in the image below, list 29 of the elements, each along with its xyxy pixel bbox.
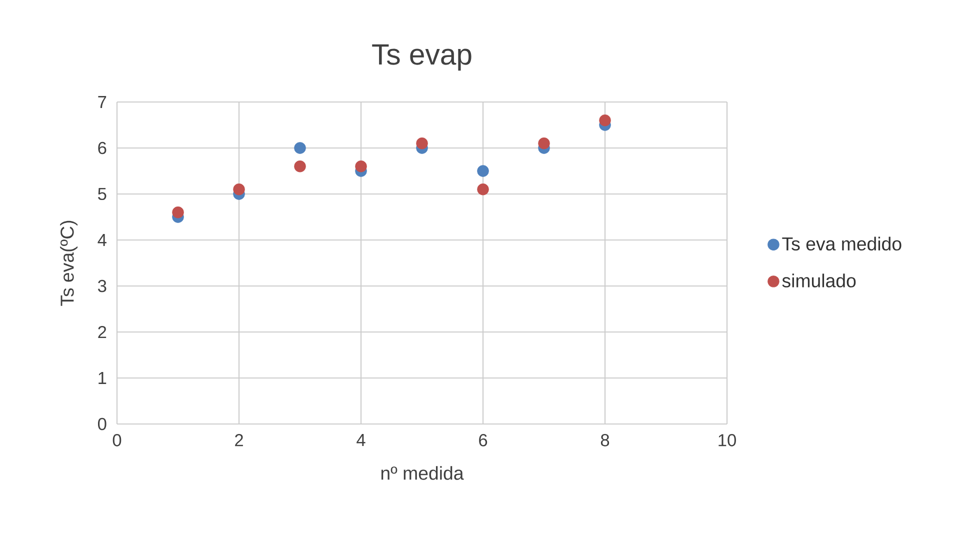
y-tick-label: 5 — [98, 188, 106, 200]
point — [599, 114, 611, 126]
x-tick-label: 2 — [235, 434, 243, 446]
chart-title: Ts evap — [372, 44, 472, 71]
point — [538, 138, 550, 150]
y-tick-label: 6 — [98, 142, 106, 154]
legend-label: simulado — [782, 274, 856, 288]
x-tick-label: 10 — [718, 434, 736, 446]
point — [416, 138, 428, 150]
legend-label: Ts eva medido — [782, 236, 902, 251]
point — [294, 142, 306, 154]
y-tick-label: 2 — [98, 326, 106, 338]
point — [477, 184, 489, 196]
point — [355, 160, 367, 172]
y-axis-title: Ts eva(ºC) — [60, 220, 78, 306]
point — [172, 206, 184, 218]
x-tick-label: 8 — [600, 434, 610, 446]
x-tick-label: 4 — [356, 434, 366, 446]
x-tick-label: 6 — [479, 434, 488, 446]
y-tick-label: 3 — [98, 280, 106, 292]
y-tick-label: 7 — [98, 96, 106, 108]
x-axis-title: nº medida — [381, 466, 464, 480]
point — [294, 160, 306, 172]
y-tick-label: 0 — [98, 418, 106, 430]
y-tick-label: 4 — [98, 234, 106, 246]
point — [233, 184, 245, 196]
point — [477, 165, 489, 177]
y-tick-label: 1 — [98, 372, 106, 384]
x-tick-label: 0 — [112, 434, 122, 446]
